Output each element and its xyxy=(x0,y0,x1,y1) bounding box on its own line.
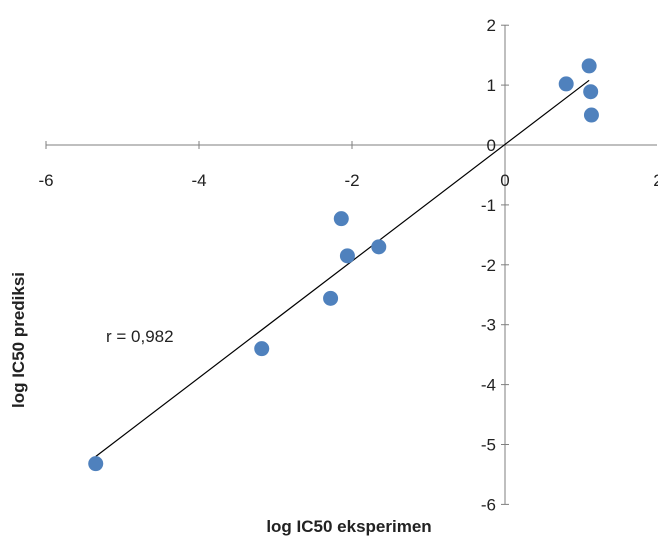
data-point xyxy=(88,456,103,471)
trendline xyxy=(96,80,589,456)
data-point xyxy=(371,239,386,254)
data-point xyxy=(559,76,574,91)
y-tick-label: 1 xyxy=(487,76,496,95)
x-tick-label: -6 xyxy=(38,171,53,190)
data-point xyxy=(582,58,597,73)
x-axis-title: log IC50 eksperimen xyxy=(266,517,431,536)
y-tick-label: -4 xyxy=(481,376,496,395)
axes xyxy=(46,25,657,504)
y-axis-title: log IC50 prediksi xyxy=(9,272,28,408)
data-points xyxy=(88,58,599,471)
x-tick-labels: -6 -4 -2 0 2 xyxy=(38,171,658,190)
data-point xyxy=(340,248,355,263)
y-tick-label: -2 xyxy=(481,256,496,275)
y-tick-label: -1 xyxy=(481,196,496,215)
x-tick-label: 0 xyxy=(500,171,509,190)
data-point xyxy=(254,341,269,356)
y-tick-label: -6 xyxy=(481,495,496,514)
y-tick-labels: 210-1-2-3-4-5-6 xyxy=(481,16,496,514)
y-tick-label: -3 xyxy=(481,316,496,335)
data-point xyxy=(323,291,338,306)
data-point xyxy=(334,211,349,226)
x-tick-label: -4 xyxy=(191,171,206,190)
data-point xyxy=(584,108,599,123)
x-tick-label: 2 xyxy=(653,171,658,190)
x-tick-label: -2 xyxy=(344,171,359,190)
y-tick-label: -5 xyxy=(481,436,496,455)
y-tick-label: 2 xyxy=(487,16,496,35)
correlation-annotation: r = 0,982 xyxy=(106,327,174,346)
data-point xyxy=(583,84,598,99)
